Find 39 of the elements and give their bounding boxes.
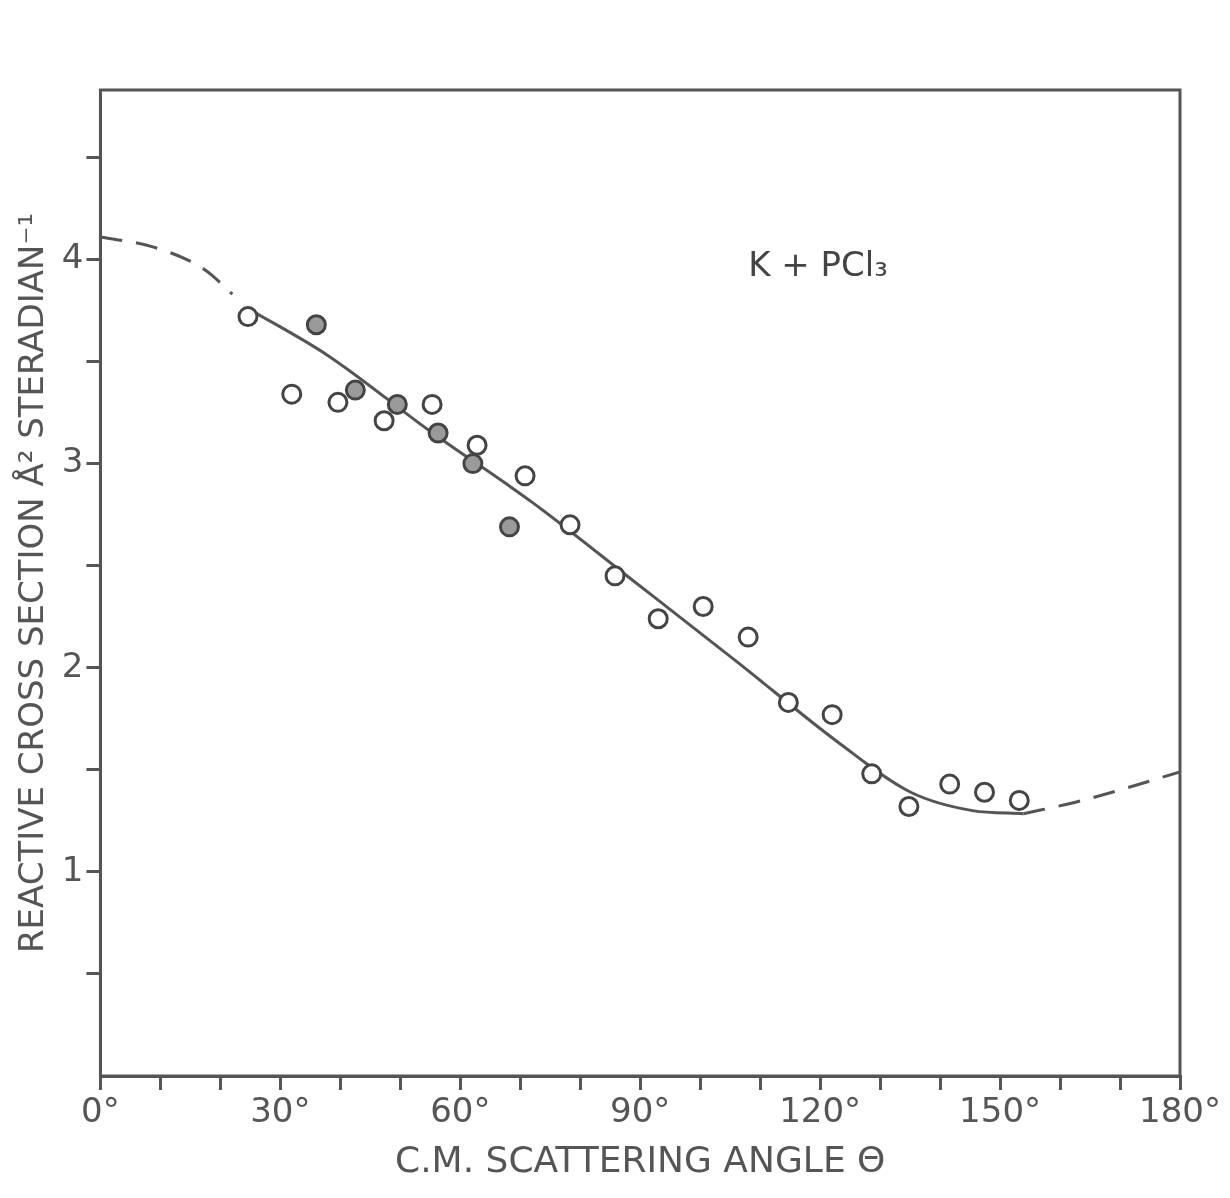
- point: [777, 691, 799, 713]
- x-axis-title: C.M. SCATTERING ANGLE Θ: [395, 1138, 886, 1180]
- x-tick-label: 60°: [430, 1090, 491, 1131]
- point: [939, 773, 961, 795]
- point: [737, 626, 759, 648]
- x-tick-label: 180°: [1139, 1090, 1221, 1131]
- point: [327, 391, 349, 413]
- point: [344, 379, 366, 401]
- point: [466, 434, 488, 456]
- point: [973, 781, 995, 803]
- y-tick-label: 1: [61, 848, 84, 889]
- point: [514, 465, 536, 487]
- point: [373, 410, 395, 432]
- point: [647, 608, 669, 630]
- x-tick-label: 120°: [779, 1090, 862, 1131]
- x-tick-label: 90°: [610, 1090, 671, 1131]
- point: [559, 514, 581, 536]
- point: [427, 422, 449, 444]
- point: [898, 796, 920, 818]
- point: [386, 393, 408, 415]
- point: [1008, 789, 1030, 811]
- x-tick-label: 0°: [81, 1090, 120, 1131]
- x-tick-label: 150°: [959, 1090, 1042, 1131]
- point: [462, 453, 484, 475]
- x-tick-label: 30°: [250, 1090, 311, 1131]
- point: [421, 393, 443, 415]
- point: [237, 306, 259, 328]
- y-tick-label: 2: [61, 644, 84, 685]
- point: [821, 704, 843, 726]
- point: [692, 595, 714, 617]
- y-tick-label: 4: [61, 236, 84, 277]
- y-axis-title: REACTIVE CROSS SECTION Å² STERADIAN⁻¹: [11, 212, 52, 954]
- y-tick-label: 3: [61, 440, 84, 481]
- point: [498, 516, 520, 538]
- point: [604, 565, 626, 587]
- point: [281, 383, 303, 405]
- annotation: K + PCl₃: [748, 244, 888, 285]
- point: [305, 314, 327, 336]
- point: [861, 763, 883, 785]
